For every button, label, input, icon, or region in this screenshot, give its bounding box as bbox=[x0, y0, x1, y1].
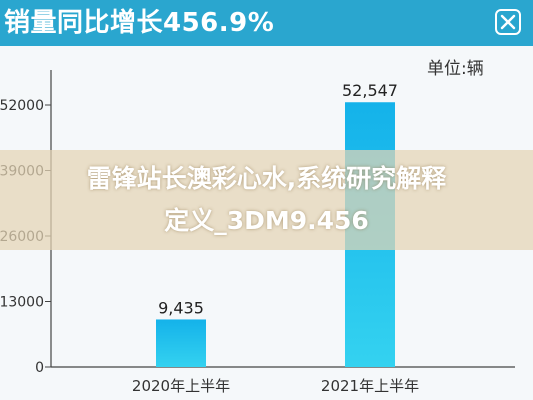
x-category-label: 2021年上半年 bbox=[321, 377, 419, 395]
y-tick-label: 13000 bbox=[0, 295, 44, 311]
bar bbox=[156, 319, 206, 367]
header-bar: 销量同比增长456.9% bbox=[0, 0, 533, 46]
watermark-overlay: 雷锋站长澳彩心水,系统研究解释 定义_3DM9.456 bbox=[0, 150, 533, 250]
y-tick-label: 52000 bbox=[0, 98, 44, 114]
x-category-label: 2020年上半年 bbox=[132, 377, 230, 395]
chart-title: 销量同比增长456.9% bbox=[4, 8, 275, 38]
bar-value-label: 9,435 bbox=[158, 298, 204, 317]
close-icon bbox=[500, 14, 516, 30]
watermark-text: 雷锋站长澳彩心水,系统研究解释 定义_3DM9.456 bbox=[20, 158, 513, 242]
watermark-line-2: 定义_3DM9.456 bbox=[164, 206, 369, 235]
watermark-line-1: 雷锋站长澳彩心水,系统研究解释 bbox=[86, 164, 447, 193]
unit-label: 单位:辆 bbox=[427, 59, 484, 79]
close-button[interactable] bbox=[495, 9, 521, 35]
y-tick-label: 0 bbox=[35, 360, 44, 376]
bar-value-label: 52,547 bbox=[342, 81, 398, 100]
